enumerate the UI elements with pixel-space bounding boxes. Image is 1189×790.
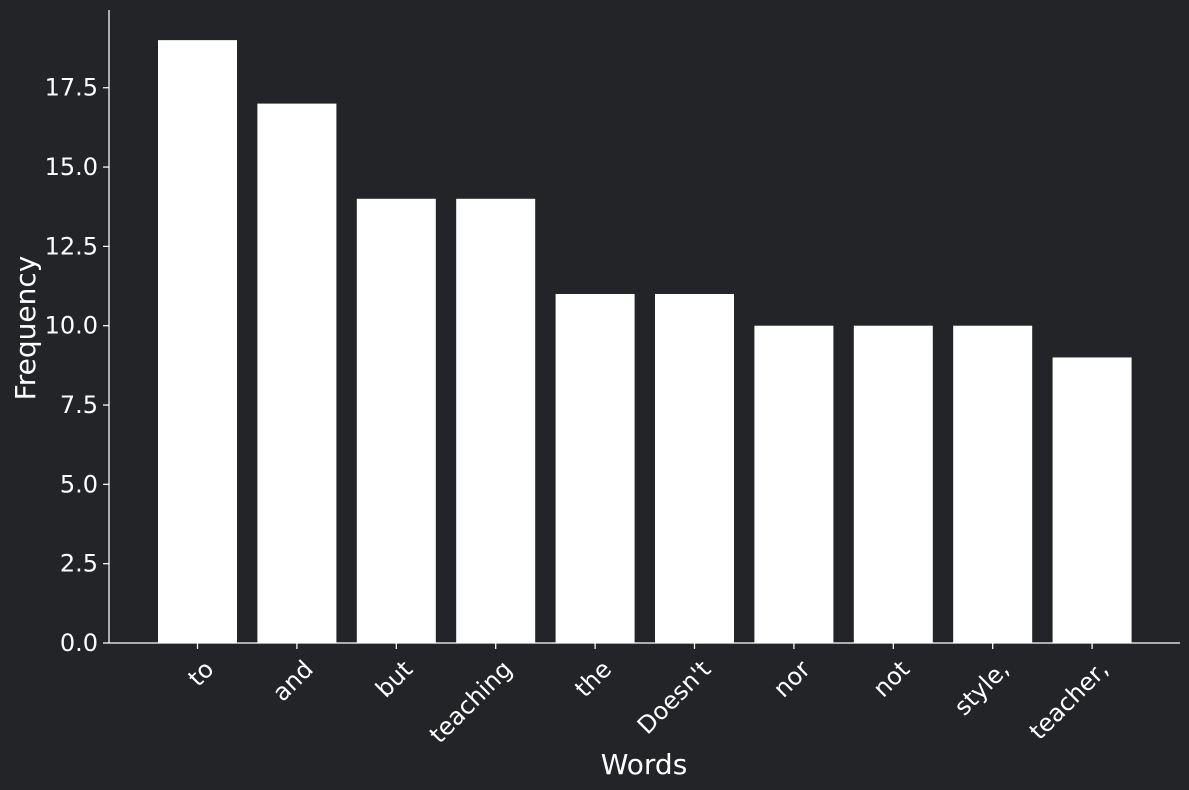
bar-nor — [754, 325, 834, 643]
bar-and — [257, 103, 337, 644]
bar-teaching — [456, 198, 536, 644]
bar-but — [356, 198, 436, 644]
y-tick-label: 12.5 — [45, 232, 98, 260]
y-tick-label: 0.0 — [60, 629, 98, 657]
bar-doesn-t — [655, 293, 734, 643]
y-tick-label: 5.0 — [60, 470, 98, 498]
y-tick-label: 17.5 — [45, 74, 98, 102]
bar-style — [953, 325, 1033, 643]
y-tick-label: 7.5 — [60, 391, 98, 419]
bar-the — [555, 293, 635, 643]
bar-teacher — [1052, 357, 1132, 643]
y-tick-label: 10.0 — [45, 312, 98, 340]
y-tick-label: 15.0 — [45, 153, 98, 181]
y-axis-title: Frequency — [9, 256, 42, 401]
bars-group — [158, 40, 1132, 644]
y-tick-label: 2.5 — [60, 550, 98, 578]
x-axis-title: Words — [601, 748, 688, 781]
bar-not — [853, 325, 933, 643]
bar-to — [158, 40, 237, 643]
y-axis-ticks: 0.0 2.5 5.0 7.5 10.0 12.5 15.0 17.5 — [45, 74, 109, 657]
